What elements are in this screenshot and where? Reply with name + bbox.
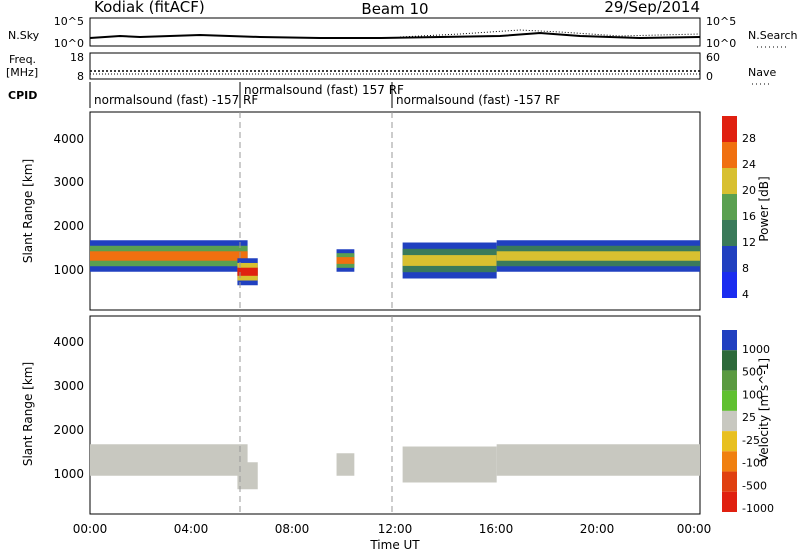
freq-label-line1: Freq. <box>9 53 36 66</box>
velocity-panel: 4000 3000 2000 1000 Slant Range [km] 100… <box>21 315 774 515</box>
noise-right-tick-top: 10^5 <box>706 15 736 28</box>
freq-tick-bottom: 8 <box>77 70 84 83</box>
power-panel: 4000 3000 2000 1000 Slant Range [km] 282… <box>21 111 771 311</box>
power-colorbar-swatch-5 <box>722 246 737 272</box>
date-title: 29/Sep/2014 <box>604 0 700 16</box>
noise-right-tick-bottom: 10^0 <box>706 37 736 50</box>
power-ytick-1000: 1000 <box>53 263 84 277</box>
power-colorbar-swatch-1 <box>722 142 737 168</box>
power-band-2-core <box>336 257 355 264</box>
power-colorbar-tick-4: 12 <box>742 236 756 249</box>
power-panel-frame <box>89 111 701 311</box>
velocity-colorbar-swatch-2 <box>722 370 737 391</box>
noise-sky-trace <box>89 31 701 40</box>
velocity-ytick-3000: 3000 <box>53 379 84 393</box>
power-colorbar-label: Power [dB] <box>757 176 771 241</box>
power-ylabel: Slant Range [km] <box>21 159 35 263</box>
xtick-1600: 16:00 <box>479 522 514 536</box>
velocity-colorbar-swatch-8 <box>722 491 737 512</box>
velocity-colorbar-swatch-0 <box>722 330 737 351</box>
velocity-band-4 <box>496 444 700 476</box>
velocity-colorbar-tick-2: 100 <box>742 388 763 401</box>
velocity-colorbar-swatch-3 <box>722 390 737 411</box>
power-colorbar: 28 24 20 16 12 8 4 <box>722 116 756 301</box>
xlabel: Time UT <box>369 538 420 552</box>
power-ytick-2000: 2000 <box>53 219 84 233</box>
xtick-0000b: 00:00 <box>677 522 712 536</box>
power-marks <box>90 240 700 286</box>
velocity-band-3 <box>402 446 497 483</box>
freq-label-line2: [MHz] <box>6 66 38 79</box>
velocity-colorbar-tick-4: -25 <box>742 434 760 447</box>
velocity-colorbar: 1000 500 100 25 -25 -100 -500 -1000 <box>722 330 774 515</box>
noise-right-label: N.Search <box>748 29 798 42</box>
velocity-band-0 <box>90 444 248 476</box>
velocity-colorbar-tick-0: 1000 <box>742 343 770 356</box>
velocity-colorbar-label: Velocity [m s^-1] <box>757 358 771 462</box>
velocity-colorbar-swatch-5 <box>722 431 737 452</box>
velocity-ytick-2000: 2000 <box>53 423 84 437</box>
noise-left-tick-top: 10^5 <box>54 15 84 28</box>
velocity-colorbar-swatch-4 <box>722 410 737 432</box>
power-colorbar-swatch-6 <box>722 272 737 298</box>
freq-tick-top: 18 <box>70 51 84 64</box>
power-ytick-4000: 4000 <box>53 132 84 146</box>
power-ytick-3000: 3000 <box>53 175 84 189</box>
freq-panel <box>89 52 701 80</box>
power-band-3-core <box>402 255 497 266</box>
power-colorbar-tick-1: 24 <box>742 158 756 171</box>
nave-tick-top: 60 <box>706 51 720 64</box>
velocity-ytick-4000: 4000 <box>53 335 84 349</box>
beam-title: Beam 10 <box>361 0 428 18</box>
xtick-1200: 12:00 <box>378 522 413 536</box>
power-colorbar-tick-3: 16 <box>742 210 756 223</box>
power-colorbar-swatch-4 <box>722 220 737 246</box>
velocity-colorbar-swatch-1 <box>722 350 737 371</box>
velocity-colorbar-swatch-7 <box>722 471 737 492</box>
cpid-segment-1: normalsound (fast) 157 RF <box>244 83 404 97</box>
cpid-label: CPID <box>8 89 37 102</box>
station-title: Kodiak (fitACF) <box>94 0 205 16</box>
power-band-1-core <box>237 267 258 276</box>
velocity-panel-frame <box>89 315 701 515</box>
cpid-segment-2: normalsound (fast) -157 RF <box>396 93 560 107</box>
noise-left-label: N.Sky <box>8 29 40 42</box>
velocity-colorbar-tick-7: -1000 <box>742 502 774 515</box>
velocity-colorbar-tick-5: -100 <box>742 457 767 470</box>
velocity-colorbar-tick-3: 25 <box>742 411 756 424</box>
power-colorbar-swatch-0 <box>722 116 737 142</box>
power-colorbar-tick-5: 8 <box>742 262 749 275</box>
power-colorbar-tick-0: 28 <box>742 132 756 145</box>
velocity-band-2 <box>336 453 355 476</box>
velocity-colorbar-tick-1: 500 <box>742 366 763 379</box>
nave-label: Nave <box>748 66 776 79</box>
noise-panel <box>89 17 701 47</box>
power-band-4-core <box>496 251 700 261</box>
velocity-colorbar-tick-6: -500 <box>742 479 767 492</box>
velocity-band-1 <box>237 462 258 490</box>
power-band-0-core <box>90 251 248 261</box>
xtick-2000: 20:00 <box>580 522 615 536</box>
velocity-ytick-1000: 1000 <box>53 467 84 481</box>
nave-tick-bottom: 0 <box>706 70 713 83</box>
power-colorbar-tick-6: 4 <box>742 288 749 301</box>
noise-left-tick-bottom: 10^0 <box>54 37 84 50</box>
velocity-marks <box>90 444 700 490</box>
xtick-0800: 08:00 <box>275 522 310 536</box>
velocity-colorbar-swatch-6 <box>722 451 737 472</box>
power-colorbar-swatch-3 <box>722 194 737 220</box>
velocity-ylabel: Slant Range [km] <box>21 362 35 466</box>
xtick-0400: 04:00 <box>174 522 209 536</box>
cpid-segment-0: normalsound (fast) -157 RF <box>94 93 258 107</box>
power-colorbar-tick-2: 20 <box>742 184 756 197</box>
xtick-0000a: 00:00 <box>73 522 108 536</box>
power-colorbar-swatch-2 <box>722 168 737 194</box>
time-axis: 00:00 04:00 08:00 12:00 16:00 20:00 00:0… <box>73 522 712 552</box>
